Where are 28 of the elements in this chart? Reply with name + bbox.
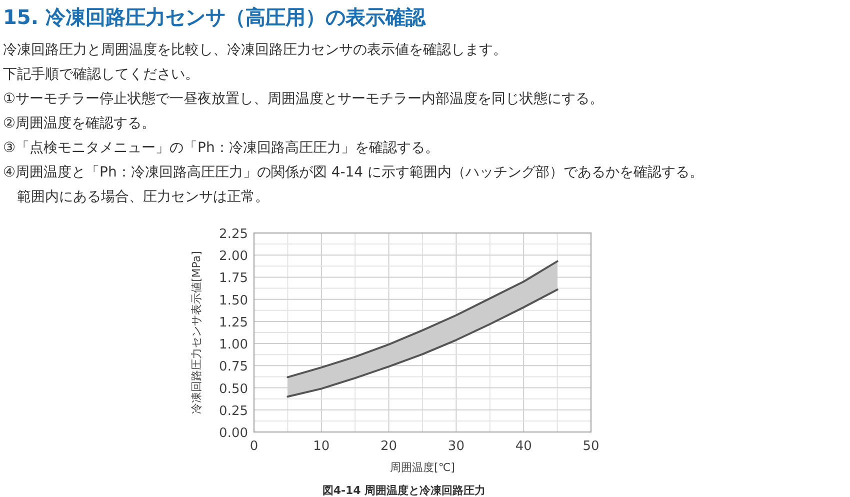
- x-tick-label: 40: [515, 439, 532, 454]
- y-tick-label: 0.00: [219, 426, 248, 441]
- x-tick-label: 0: [250, 439, 258, 454]
- text: 下記手順で確認してください。: [3, 66, 199, 82]
- y-tick-label: 1.75: [219, 271, 248, 286]
- text: ②周囲温度を確認する。: [3, 116, 156, 132]
- text: ③「点検モニタメニュー」の「Ph：冷凍回路高圧圧力」を確認する。: [3, 140, 439, 156]
- x-axis-title: 周囲温度[℃]: [390, 461, 455, 474]
- y-tick-label: 0.25: [219, 404, 248, 419]
- chart-title: 15. 冷凍回路圧力センサ（高圧用）の表示確認: [3, 5, 426, 29]
- caption: 図4-14 周囲温度と冷凍回路圧力: [322, 484, 486, 497]
- y-tick-label: 1.00: [219, 338, 248, 353]
- y-tick-label: 0.75: [219, 360, 248, 375]
- y-tick-label: 1.50: [219, 293, 248, 308]
- x-tick-label: 50: [582, 439, 600, 454]
- text: 範囲内にある場合、圧力センサは正常。: [3, 189, 269, 205]
- y-tick-label: 2.25: [219, 227, 248, 242]
- line-series: [286, 288, 558, 398]
- y-axis-title: 冷凍回路圧力センサ表示値[MPa]: [190, 251, 203, 414]
- text: ①サーモチラー停止状態で一昼夜放置し、周囲温度とサーモチラー内部温度を同じ状態にする。: [3, 91, 604, 107]
- x-tick-label: 30: [448, 439, 464, 454]
- y-tick-label: 2.00: [219, 249, 248, 264]
- y-tick-label: 1.25: [219, 315, 248, 330]
- x-tick-label: 20: [380, 439, 398, 454]
- text: 冷凍回路圧力と周囲温度を比較し、冷凍回路圧力センサの表示値を確認します。: [3, 42, 507, 58]
- x-tick-label: 10: [313, 439, 330, 454]
- y-tick-label: 0.50: [219, 382, 248, 397]
- text: ④周囲温度と「Ph：冷凍回路高圧圧力」の関係が図 4-14 に示す範囲内（ハッチング部）であるかを確認する。: [3, 164, 704, 180]
